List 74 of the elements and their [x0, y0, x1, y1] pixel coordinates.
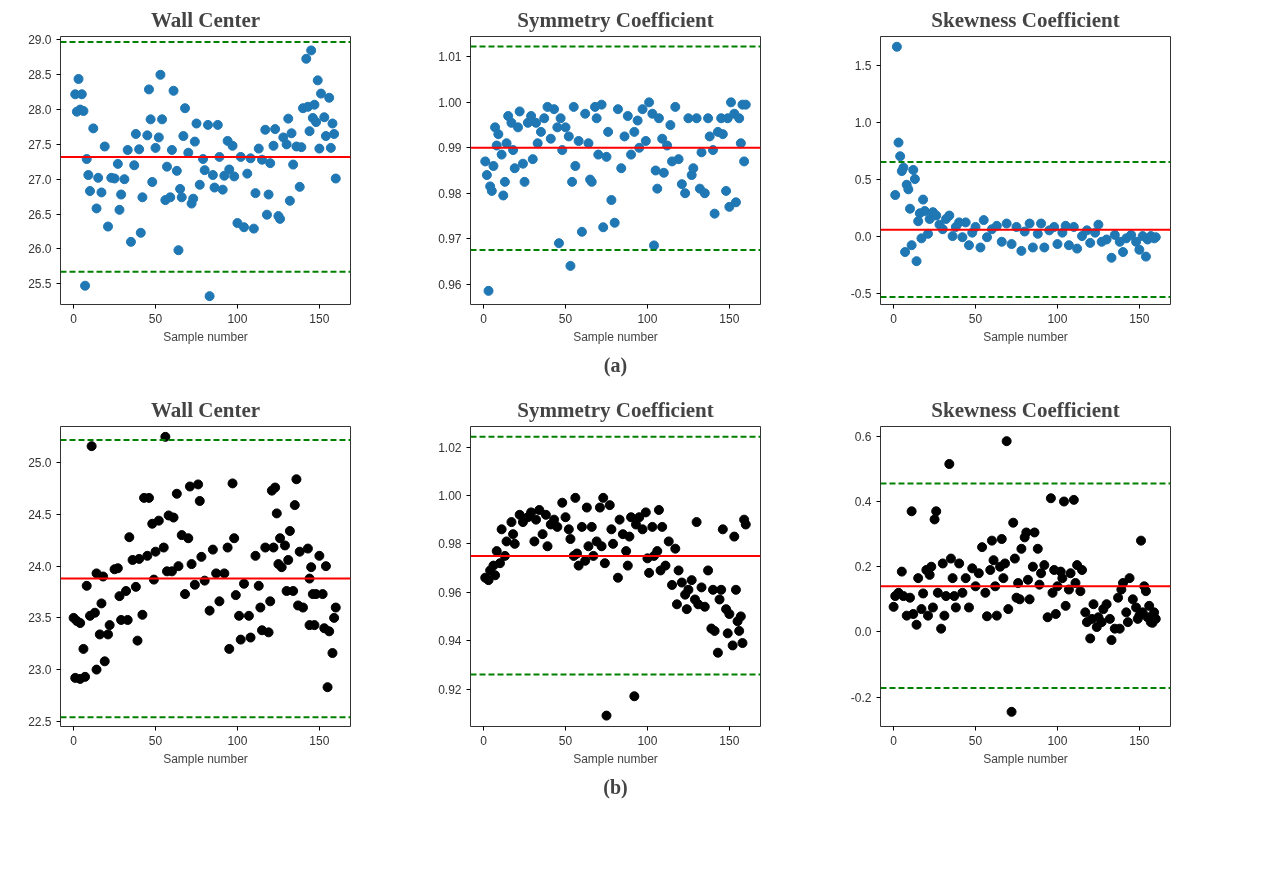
y-tick-label: 0.2: [854, 560, 872, 575]
y-tick-label: 29.0: [28, 33, 52, 48]
x-tick-label: 0: [70, 311, 78, 326]
y-tick-label: 0.0: [854, 625, 872, 640]
y-tick-label: 22.5: [28, 714, 52, 729]
chart-title: Skewness Coefficient: [931, 7, 1120, 32]
x-tick-label: 0: [890, 311, 898, 326]
chart-title: Symmetry Coefficient: [517, 7, 714, 32]
text: (b): [603, 775, 628, 799]
x-tick-label: 100: [227, 733, 248, 748]
y-tick-label: 23.0: [28, 663, 52, 678]
x-tick-label: 100: [637, 311, 658, 326]
chart-title: Symmetry Coefficient: [517, 397, 714, 422]
x-axis-title: Sample number: [163, 751, 248, 766]
x-tick-label: 150: [719, 311, 740, 326]
x-tick-label: 50: [148, 311, 163, 326]
x-tick-label: 100: [1047, 733, 1068, 748]
x-tick-label: 0: [70, 733, 78, 748]
x-tick-label: 150: [1129, 311, 1150, 326]
x-tick-label: 0: [480, 733, 488, 748]
x-tick-label: 150: [309, 733, 330, 748]
y-tick-label: 0.99: [438, 141, 462, 156]
y-tick-label: 0.94: [438, 634, 462, 649]
x-axis-title: Sample number: [163, 329, 248, 344]
x-tick-label: 150: [719, 733, 740, 748]
y-tick-label: 23.5: [28, 611, 52, 626]
x-axis-title: Sample number: [573, 751, 658, 766]
y-tick-label: 0.97: [438, 232, 462, 247]
y-tick-label: 25.5: [28, 277, 52, 292]
text: (a): [603, 353, 628, 377]
x-tick-label: 150: [1129, 733, 1150, 748]
y-tick-label: 25.0: [28, 456, 52, 471]
y-tick-label: 0.98: [438, 186, 462, 201]
y-tick-label: 26.5: [28, 207, 52, 222]
y-tick-label: 1.00: [438, 488, 462, 503]
x-tick-label: 100: [1047, 311, 1068, 326]
x-axis-title: Sample number: [983, 329, 1068, 344]
y-tick-label: 24.0: [28, 559, 52, 574]
x-tick-label: 50: [968, 733, 983, 748]
x-tick-label: 0: [480, 311, 488, 326]
y-tick-label: 0.98: [438, 537, 462, 552]
y-tick-label: 1.5: [854, 58, 872, 73]
y-tick-label: 26.0: [28, 242, 52, 257]
chart-title: Wall Center: [150, 397, 261, 422]
x-tick-label: 0: [890, 733, 898, 748]
chart-title: Wall Center: [150, 7, 261, 32]
y-tick-label: 28.5: [28, 68, 52, 83]
x-tick-label: 50: [148, 733, 163, 748]
x-tick-label: 150: [309, 311, 330, 326]
y-tick-label: 27.0: [28, 172, 52, 187]
x-axis-title: Sample number: [573, 329, 658, 344]
y-tick-label: 0.96: [438, 277, 462, 292]
x-tick-label: 100: [637, 733, 658, 748]
y-tick-label: 27.5: [28, 137, 52, 152]
y-tick-label: 24.5: [28, 507, 52, 522]
y-tick-label: 1.00: [438, 95, 462, 110]
y-tick-label: -0.2: [850, 690, 872, 705]
y-tick-label: 0.92: [438, 682, 462, 697]
x-tick-label: 50: [558, 311, 573, 326]
chart-title: Skewness Coefficient: [931, 397, 1120, 422]
y-tick-label: -0.5: [850, 286, 872, 301]
y-tick-label: 1.0: [854, 115, 872, 130]
y-tick-label: 0.4: [854, 495, 872, 509]
y-tick-label: 1.01: [438, 50, 462, 65]
y-tick-label: 0.5: [854, 172, 872, 187]
y-tick-label: 28.0: [28, 103, 52, 118]
y-tick-label: 0.6: [854, 429, 872, 444]
x-tick-label: 50: [558, 733, 573, 748]
x-axis-title: Sample number: [983, 751, 1068, 766]
y-tick-label: 0.0: [854, 229, 872, 244]
x-tick-label: 50: [968, 311, 983, 326]
y-tick-label: 1.02: [438, 440, 462, 455]
x-tick-label: 100: [227, 311, 248, 326]
y-tick-label: 0.96: [438, 585, 462, 600]
